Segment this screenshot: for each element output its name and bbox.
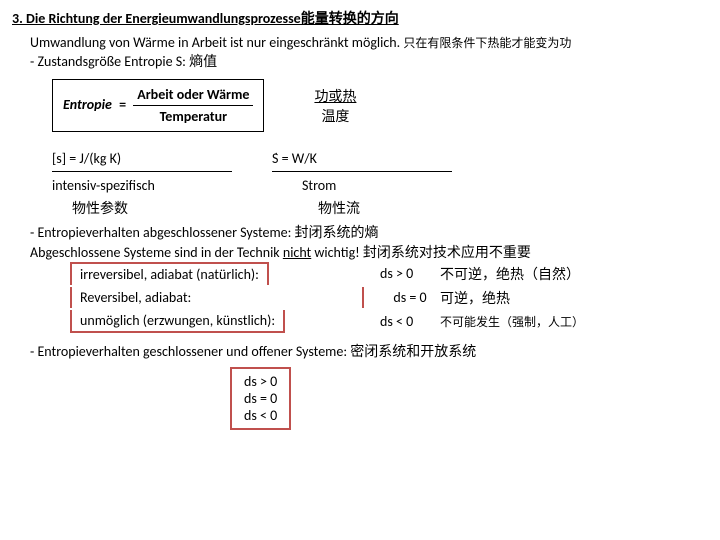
intro-line-1: Umwandlung von Wärme in Arbeit ist nur e… [30, 34, 400, 51]
formula-denominator: Temperatur [133, 106, 253, 125]
divider-b [272, 171, 452, 173]
cases-grid: irreversibel, adiabat (natürlich): ds > … [70, 262, 708, 333]
case-rev-cn: 可逆，绝热 [440, 288, 610, 308]
formula-row: Entropie = Arbeit oder Wärme Temperatur … [12, 71, 708, 140]
label-row-cn: 物性参数 物性流 [52, 198, 708, 218]
label-b-cn: 物性流 [292, 198, 538, 218]
s-dot-symbol: .S [272, 150, 278, 167]
divider-row [52, 171, 708, 173]
closed-sys-line1: - Entropieverhalten abgeschlossener Syst… [30, 222, 708, 242]
case-imp-cn: 不可能发生（强制，人工） [440, 313, 610, 330]
open-system-section: - Entropieverhalten geschlossener und of… [30, 341, 708, 430]
case-rev-label: Reversibel, adiabat: [70, 287, 380, 308]
label-row-de: intensiv-spezifisch Strom [52, 177, 708, 194]
formula-side-top: 功或热 [314, 86, 356, 106]
closed-sys-line2: Abgeschlossene Systeme sind in der Techn… [30, 242, 708, 262]
formula-numerator: Arbeit oder Wärme [133, 86, 253, 106]
ds-line-1: ds > 0 [244, 373, 277, 390]
case-irrev-cn: 不可逆，绝热（自然） [440, 264, 610, 284]
label-a-de: intensiv-spezifisch [52, 177, 272, 194]
case-rev-value: ds = 0 [380, 289, 440, 306]
section-title: 3. Die Richtung der Energieumwandlungspr… [12, 8, 708, 28]
ds-line-2: ds = 0 [244, 390, 277, 407]
label-a-cn: 物性参数 [52, 198, 292, 218]
case-imp-label: unmöglich (erzwungen, künstlich): [70, 310, 380, 333]
case-irrev-label: irreversibel, adiabat (natürlich): [70, 262, 380, 285]
units-row: [s] = J/(kg K) .S = W/K [52, 150, 708, 167]
intro-line-1-cn: 只在有限条件下热能才能变为功 [403, 37, 571, 51]
divider-a [52, 171, 232, 173]
closed-system-section: - Entropieverhalten abgeschlossener Syst… [30, 222, 708, 333]
case-imp-value: ds < 0 [380, 313, 440, 330]
formula-lhs: Entropie [63, 96, 112, 113]
formula-side-cn: 功或热 温度 [314, 86, 356, 126]
intro-line-2: - Zustandsgröße Entropie S: 熵值 [30, 51, 708, 71]
intro-block: Umwandlung von Wärme in Arbeit ist nur e… [30, 34, 708, 71]
open-sys-line: - Entropieverhalten geschlossener und of… [30, 341, 708, 361]
unit-stream: .S = W/K [272, 150, 492, 167]
case-irrev-value: ds > 0 [380, 265, 440, 282]
formula-side-bottom: 温度 [314, 106, 356, 126]
ds-line-3: ds < 0 [244, 407, 277, 424]
formula-eq: = [115, 96, 130, 113]
ds-box: ds > 0 ds = 0 ds < 0 [230, 367, 708, 430]
entropy-formula-box: Entropie = Arbeit oder Wärme Temperatur [52, 79, 264, 132]
label-b-de: Strom [272, 177, 522, 194]
unit-specific: [s] = J/(kg K) [52, 150, 272, 167]
